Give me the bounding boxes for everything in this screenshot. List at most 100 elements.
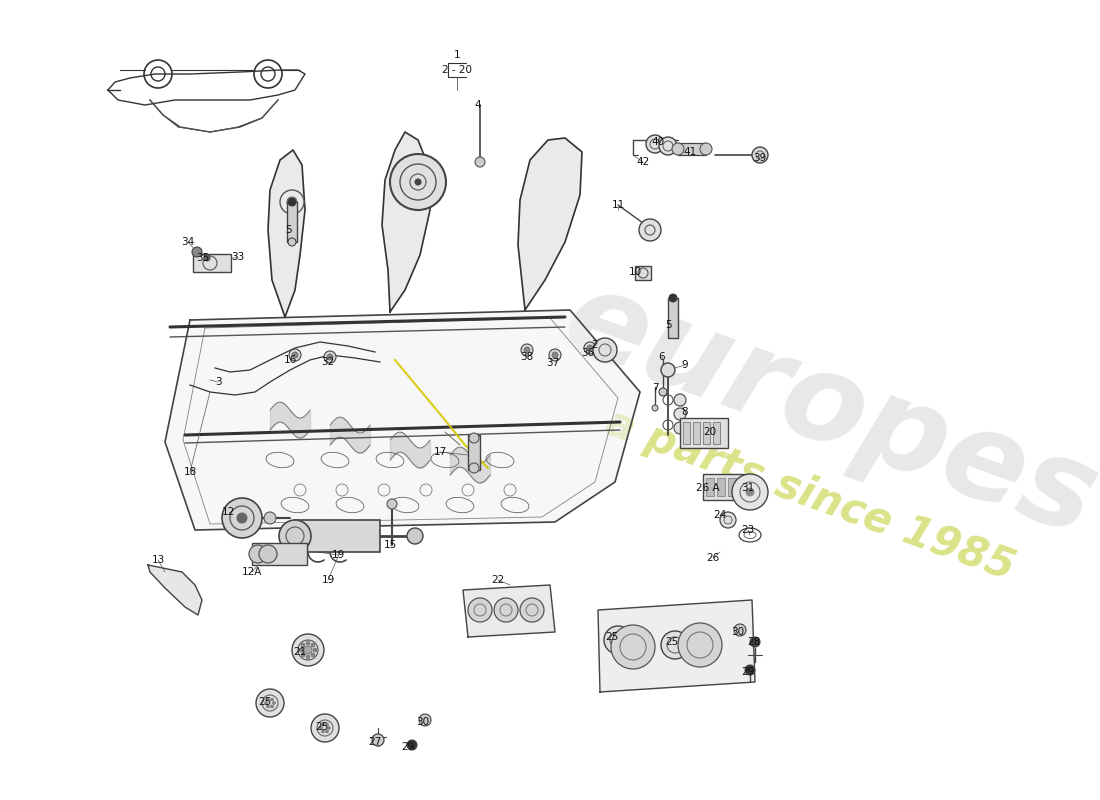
Text: 32: 32 <box>321 357 334 367</box>
Circle shape <box>407 528 424 544</box>
Circle shape <box>700 143 712 155</box>
Circle shape <box>520 598 544 622</box>
Circle shape <box>256 689 284 717</box>
Circle shape <box>745 665 755 675</box>
Circle shape <box>292 634 324 666</box>
Circle shape <box>301 653 305 657</box>
Text: 15: 15 <box>384 540 397 550</box>
Circle shape <box>659 137 676 155</box>
Bar <box>713 422 721 444</box>
Circle shape <box>661 631 689 659</box>
Circle shape <box>258 545 277 563</box>
Circle shape <box>469 463 478 473</box>
Circle shape <box>279 520 311 552</box>
Bar <box>703 422 710 444</box>
Bar <box>668 298 678 338</box>
Text: 42: 42 <box>637 157 650 167</box>
Circle shape <box>292 352 298 358</box>
Circle shape <box>674 422 686 434</box>
Text: 31: 31 <box>741 483 755 493</box>
Circle shape <box>415 179 421 185</box>
Circle shape <box>674 408 686 420</box>
Text: 19: 19 <box>321 575 334 585</box>
Text: 26 A: 26 A <box>696 483 719 493</box>
Text: 37: 37 <box>547 358 560 368</box>
Circle shape <box>280 190 304 214</box>
Text: 9: 9 <box>682 360 689 370</box>
Text: 29: 29 <box>741 667 755 677</box>
Circle shape <box>326 723 329 726</box>
Text: 29: 29 <box>402 742 415 752</box>
Text: 27: 27 <box>368 737 382 747</box>
Circle shape <box>299 648 303 652</box>
Bar <box>680 418 728 448</box>
Text: 4: 4 <box>475 100 482 110</box>
Circle shape <box>661 363 675 377</box>
Circle shape <box>311 653 315 657</box>
Circle shape <box>469 433 478 443</box>
Circle shape <box>669 294 676 302</box>
Circle shape <box>288 238 296 246</box>
Circle shape <box>407 740 417 750</box>
Circle shape <box>264 512 276 524</box>
Circle shape <box>306 641 310 645</box>
Circle shape <box>659 388 667 396</box>
Circle shape <box>266 705 270 708</box>
Bar <box>683 422 690 444</box>
Circle shape <box>587 345 593 351</box>
Text: 10: 10 <box>628 267 641 277</box>
Circle shape <box>289 349 301 361</box>
Text: 35: 35 <box>197 253 210 263</box>
Polygon shape <box>518 138 582 310</box>
Text: 2 - 20: 2 - 20 <box>442 65 472 75</box>
Text: 1: 1 <box>453 50 460 60</box>
Bar <box>287 202 297 242</box>
Circle shape <box>321 730 324 733</box>
Polygon shape <box>165 310 640 530</box>
Circle shape <box>419 714 431 726</box>
Circle shape <box>266 698 270 701</box>
Bar <box>192 254 231 272</box>
Circle shape <box>372 734 384 746</box>
Text: 12A: 12A <box>242 567 262 577</box>
Circle shape <box>468 598 492 622</box>
Circle shape <box>236 513 248 523</box>
Circle shape <box>301 643 305 647</box>
Circle shape <box>549 349 561 361</box>
Polygon shape <box>148 565 202 615</box>
Circle shape <box>271 698 274 701</box>
Text: 16: 16 <box>284 355 297 365</box>
Text: 38: 38 <box>520 352 534 362</box>
Text: 12: 12 <box>221 507 234 517</box>
Circle shape <box>746 488 754 496</box>
Circle shape <box>752 147 768 163</box>
Circle shape <box>192 247 202 257</box>
Circle shape <box>552 352 558 358</box>
Circle shape <box>288 198 296 206</box>
Text: 30: 30 <box>732 627 745 637</box>
Text: 18: 18 <box>184 467 197 477</box>
Circle shape <box>324 351 336 363</box>
Circle shape <box>314 648 317 652</box>
Circle shape <box>604 626 632 654</box>
Text: 5: 5 <box>664 320 671 330</box>
Text: 7: 7 <box>651 383 658 393</box>
Circle shape <box>639 219 661 241</box>
Circle shape <box>584 342 596 354</box>
Circle shape <box>326 730 329 733</box>
Circle shape <box>204 255 210 261</box>
Text: 20: 20 <box>703 427 716 437</box>
Circle shape <box>674 394 686 406</box>
Text: 34: 34 <box>182 237 195 247</box>
Text: 33: 33 <box>231 252 244 262</box>
Text: 8: 8 <box>682 407 689 417</box>
Bar <box>252 543 307 565</box>
Text: 26: 26 <box>706 553 719 563</box>
Circle shape <box>327 354 333 360</box>
Text: 11: 11 <box>612 200 625 210</box>
Text: 5: 5 <box>285 225 292 235</box>
Bar <box>678 143 706 155</box>
Circle shape <box>720 512 736 528</box>
Text: 25: 25 <box>316 722 329 732</box>
Text: 41: 41 <box>683 147 696 157</box>
